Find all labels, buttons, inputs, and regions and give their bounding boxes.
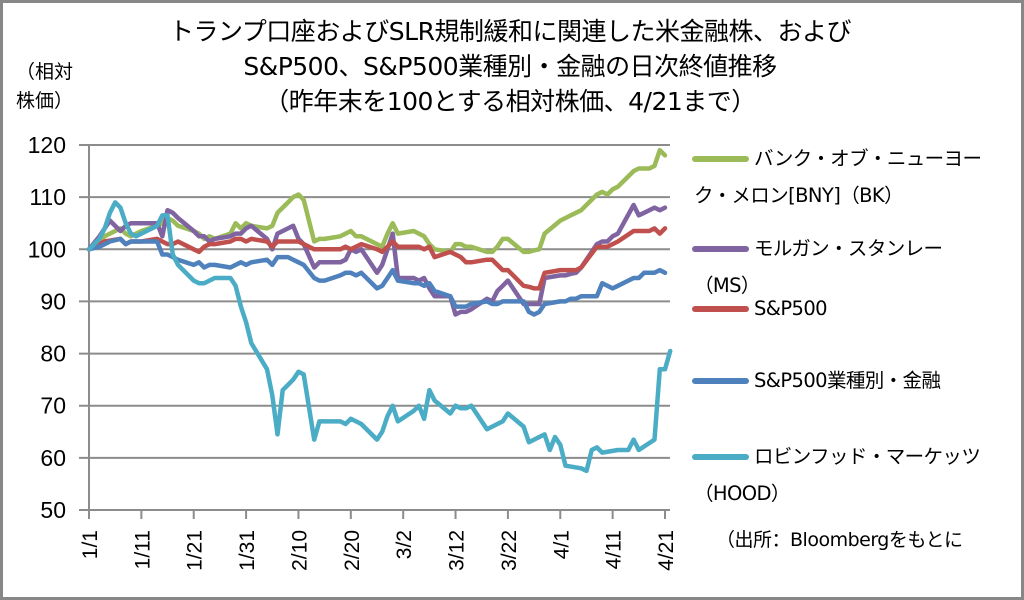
series-line-3 — [86, 236, 668, 317]
legend-swatch — [692, 454, 749, 460]
x-tick-labels: 1/1 1/11 1/21 1/31 2/10 2/20 3/2 3/12 3/22 4/1 4/1… — [79, 530, 678, 571]
y-tick-label: 60 — [40, 445, 66, 471]
legend-swatch — [692, 246, 749, 252]
x-tick-label: 4/11 — [603, 530, 626, 569]
title-line-2: S&P500、S&P500業種別・金融の日次終値推移 — [243, 52, 777, 81]
y-tick-label: 80 — [40, 341, 66, 367]
x-tick-label: 4/21 — [655, 530, 678, 571]
title-line-1: トランプ口座およびSLR規制緩和に関連した米金融株、および — [169, 17, 851, 46]
x-tick-label: 1/11 — [131, 530, 154, 569]
y-axis-label: （相対 株価） — [16, 58, 73, 116]
x-tick-label: 3/22 — [498, 530, 521, 571]
legend-label: S&P500業種別・金融 — [754, 369, 941, 392]
y-tick-label: 120 — [28, 132, 66, 158]
y-tick-label: 110 — [29, 184, 66, 210]
legend-swatch — [692, 156, 749, 162]
series-lines — [86, 147, 673, 474]
legend-label: モルガン・スタンレー — [754, 237, 943, 260]
y-axis-label-line-2: 株価） — [16, 90, 74, 112]
x-tick-label: 4/1 — [550, 530, 573, 559]
legend-swatch — [692, 378, 749, 384]
x-tick-label: 2/20 — [341, 530, 364, 571]
y-tick-label: 50 — [40, 497, 66, 523]
axes — [88, 145, 666, 519]
legend-label: S&P500 — [754, 297, 828, 320]
series-line-1 — [86, 202, 668, 317]
x-tick-label: 1/1 — [79, 530, 102, 559]
series-line-4 — [86, 200, 673, 474]
chart-title: トランプ口座およびSLR規制緩和に関連した米金融株、および S&P500、S&P… — [100, 14, 920, 119]
x-tick-label: 3/12 — [446, 530, 469, 571]
y-axis-label-line-1: （相対 — [16, 61, 74, 83]
y-tick-label: 90 — [40, 288, 66, 314]
legend-label: ロビンフッド・マーケッツ — [754, 445, 981, 468]
title-line-3: （昨年末を100とする相対株価、4/21まで） — [264, 87, 756, 116]
x-tick-label: 2/10 — [288, 530, 311, 571]
legend-label: バンク・オブ・ニューヨー — [754, 147, 982, 170]
gridlines — [79, 144, 670, 511]
series-line-2 — [86, 226, 668, 291]
x-tick-label: 1/31 — [236, 530, 259, 571]
source-note: （出所：Bloombergをもとに — [716, 529, 963, 551]
legend-label: （MS） — [694, 274, 760, 297]
y-tick-label: 70 — [40, 393, 66, 419]
legend-label: ク・メロン[BNY]（BK） — [694, 184, 904, 207]
y-tick-label: 100 — [28, 236, 66, 262]
legend-label: （HOOD） — [694, 482, 790, 505]
x-tick-label: 3/2 — [393, 530, 416, 559]
legend-swatch — [692, 306, 749, 312]
y-tick-labels: 120 110 100 90 80 70 60 50 — [28, 132, 66, 523]
x-tick-label: 1/21 — [184, 530, 207, 571]
series-line-0 — [86, 147, 668, 255]
